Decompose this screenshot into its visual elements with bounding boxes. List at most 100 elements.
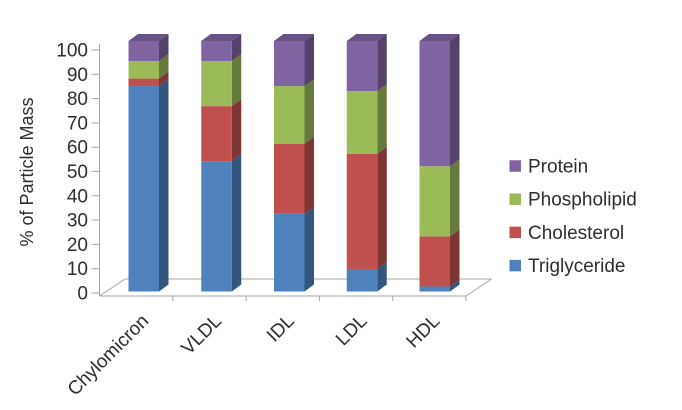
segment-front-face — [346, 91, 378, 154]
legend-label: Protein — [528, 157, 588, 178]
bar-segment-phospholipid — [419, 159, 460, 237]
segment-side-face — [159, 79, 169, 292]
segment-front-face — [274, 143, 305, 214]
bar-segment-protein — [128, 34, 169, 62]
segment-front-face — [128, 78, 159, 87]
bar-segment-protein — [346, 34, 387, 92]
segment-side-face — [304, 79, 314, 144]
segment-front-face — [346, 268, 378, 292]
bar-segment-phospholipid — [201, 54, 242, 107]
segment-side-face — [377, 261, 387, 292]
segment-side-face — [304, 136, 314, 214]
bar-IDL — [274, 34, 314, 292]
bar-segment-triglyceride — [274, 206, 314, 292]
segment-front-face — [201, 61, 232, 107]
bar-segment-cholesterol — [346, 146, 387, 269]
legend-label: Phospholipid — [528, 190, 637, 211]
segment-front-face — [419, 41, 450, 167]
segment-front-face — [274, 41, 305, 87]
segment-front-face — [419, 236, 450, 287]
chart-root: % of Particle Mass 100908070605040302010… — [17, 34, 637, 400]
x-category-label: HDL — [403, 311, 445, 353]
segment-front-face — [346, 153, 378, 269]
segment-side-face — [231, 99, 242, 162]
segment-side-face — [304, 34, 314, 87]
bar-segment-phospholipid — [346, 84, 387, 154]
bar-top-face — [346, 34, 387, 41]
bar-VLDL — [201, 34, 242, 292]
y-tick-label: 50 — [67, 162, 88, 183]
segment-side-face — [231, 154, 242, 292]
segment-front-face — [201, 161, 232, 292]
segment-front-face — [419, 166, 450, 237]
segment-side-face — [450, 279, 460, 292]
bar-top-face — [128, 34, 169, 41]
legend-item-cholesterol: Cholesterol — [509, 223, 624, 244]
bar-top-face — [201, 34, 242, 41]
bar-HDL — [419, 34, 460, 292]
bar-segment-cholesterol — [274, 136, 314, 214]
legend-item-triglyceride: Triglyceride — [509, 256, 626, 277]
legend-swatch-phospholipid — [509, 193, 521, 205]
segment-front-face — [274, 213, 305, 292]
bar-segment-cholesterol — [201, 99, 242, 162]
segment-side-face — [159, 71, 169, 87]
y-tick-label: 60 — [67, 138, 88, 159]
bar-segment-protein — [419, 34, 460, 167]
bar-segment-triglyceride — [419, 279, 460, 292]
bar-segment-cholesterol — [128, 71, 169, 87]
segment-front-face — [201, 106, 232, 162]
bar-segment-triglyceride — [128, 79, 169, 292]
segment-side-face — [450, 229, 460, 287]
legend-label: Triglyceride — [528, 256, 626, 277]
bar-segment-protein — [274, 34, 314, 87]
y-axis-title: % of Particle Mass — [17, 97, 37, 246]
segment-side-face — [159, 54, 169, 79]
segment-front-face — [274, 86, 305, 144]
segment-side-face — [377, 146, 387, 269]
y-tick-label: 40 — [67, 186, 88, 207]
legend-item-phospholipid: Phospholipid — [509, 190, 637, 211]
legend-swatch-protein — [509, 160, 521, 172]
y-tick-label: 10 — [67, 259, 88, 280]
y-tick-label: 80 — [67, 89, 88, 110]
segment-side-face — [377, 34, 387, 92]
y-tick-label: 90 — [67, 65, 88, 86]
bar-top-face — [419, 34, 460, 41]
segment-front-face — [128, 86, 159, 292]
y-tick-label: 0 — [77, 284, 88, 305]
bar-segment-cholesterol — [419, 229, 460, 287]
segment-side-face — [450, 159, 460, 237]
y-tick-label: 100 — [56, 41, 88, 62]
legend-label: Cholesterol — [528, 223, 624, 244]
bar-segment-phospholipid — [128, 54, 169, 79]
y-tick-label: 20 — [67, 235, 88, 256]
segment-side-face — [231, 34, 242, 62]
x-axis: Chylomicron VLDL IDL LDL HDL — [64, 296, 467, 400]
y-tick-label: 30 — [67, 211, 88, 232]
segment-side-face — [231, 54, 242, 107]
bars — [128, 34, 460, 292]
segment-front-face — [346, 41, 378, 92]
legend-swatch-triglyceride — [509, 259, 521, 272]
segment-front-face — [128, 61, 159, 79]
bar-segment-triglyceride — [201, 154, 242, 292]
legend-swatch-cholesterol — [509, 226, 521, 239]
segment-front-face — [419, 286, 450, 292]
bar-segment-protein — [201, 34, 242, 62]
bar-segment-phospholipid — [274, 79, 314, 144]
segment-side-face — [304, 206, 314, 292]
segment-front-face — [201, 41, 232, 62]
bar-Chylomicron — [128, 34, 169, 292]
segment-side-face — [377, 84, 387, 154]
segment-front-face — [128, 41, 159, 62]
x-category-label: LDL — [332, 311, 371, 350]
x-category-label: IDL — [263, 311, 299, 347]
x-category-label: VLDL — [178, 311, 226, 359]
legend-item-protein: Protein — [509, 157, 588, 178]
y-tick-label: 70 — [67, 113, 88, 134]
bar-segment-triglyceride — [346, 261, 387, 292]
